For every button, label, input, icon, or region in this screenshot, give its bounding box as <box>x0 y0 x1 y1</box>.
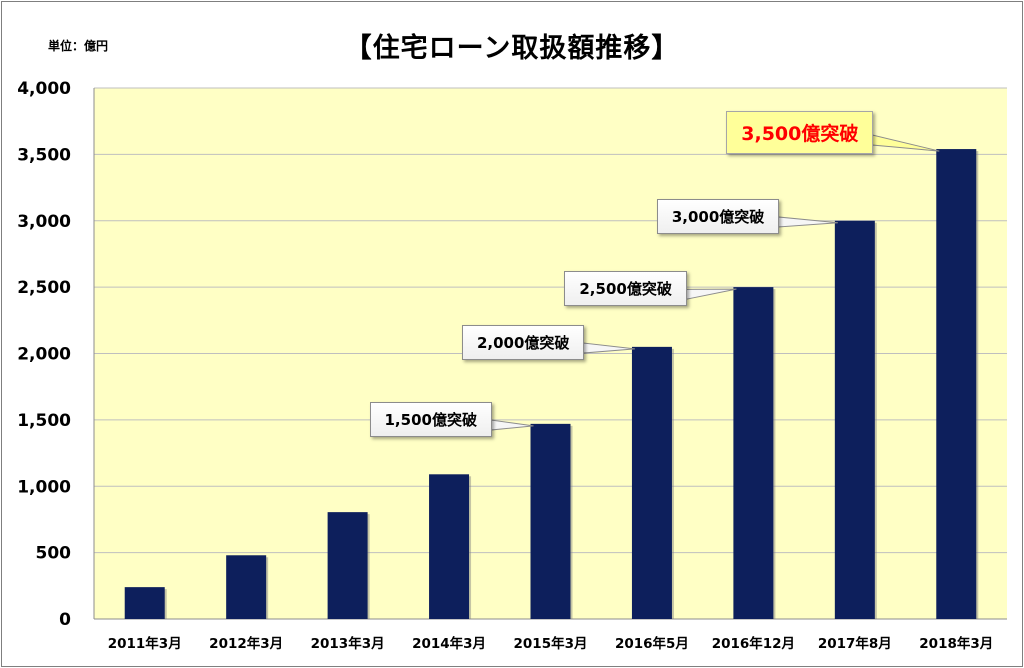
y-tick-label: 0 <box>59 610 71 630</box>
annotation-callout-3500: 3,500億突破 <box>726 111 874 155</box>
x-tick-label: 2014年3月 <box>412 635 486 652</box>
x-tick-label: 2017年8月 <box>818 635 892 652</box>
annotation-callout-2500: 2,500億突破 <box>564 271 687 307</box>
chart-title: 【住宅ローン取扱額推移】 <box>344 33 680 64</box>
bar <box>631 346 672 619</box>
bar <box>226 555 267 619</box>
bar <box>327 512 368 619</box>
unit-label: 単位：億円 <box>48 39 109 53</box>
bar <box>733 287 774 619</box>
y-tick-label: 2,500 <box>17 278 71 298</box>
bar <box>429 474 470 619</box>
bar <box>530 423 571 619</box>
y-tick-label: 500 <box>36 544 72 564</box>
x-tick-label: 2013年3月 <box>311 635 385 652</box>
y-tick-label: 1,500 <box>17 411 71 431</box>
annotation-callout-1500: 1,500億突破 <box>369 401 492 437</box>
bar <box>936 149 977 619</box>
y-tick-label: 1,000 <box>17 477 71 497</box>
y-tick-label: 4,000 <box>17 79 71 99</box>
x-tick-label: 2016年12月 <box>712 635 795 652</box>
annotation-callout-2000: 2,000億突破 <box>461 324 585 360</box>
x-tick-label: 2018年3月 <box>919 635 993 652</box>
x-tick-label: 2016年5月 <box>615 635 689 652</box>
x-tick-label: 2015年3月 <box>514 635 588 652</box>
bar <box>834 220 875 619</box>
x-tick-label: 2011年3月 <box>108 635 182 652</box>
bar <box>124 587 165 619</box>
y-tick-label: 3,000 <box>17 212 71 232</box>
annotation-callout-3000: 3,000億突破 <box>656 198 780 234</box>
y-tick-label: 3,500 <box>17 145 71 165</box>
x-tick-label: 2012年3月 <box>209 635 283 652</box>
y-tick-label: 2,000 <box>17 345 71 365</box>
